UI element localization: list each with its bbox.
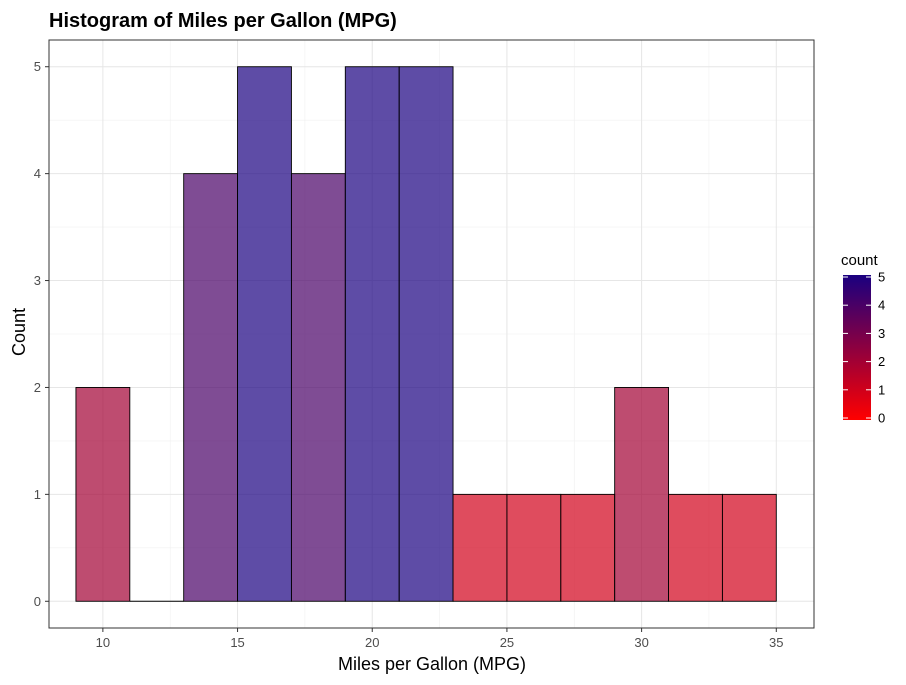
y-tick-label: 2 [34,380,41,395]
x-axis-title: Miles per Gallon (MPG) [338,654,526,674]
bar-bin-5 [290,173,346,602]
legend-colorbar [843,275,871,420]
legend-tick-label: 3 [878,326,885,341]
y-tick-label: 3 [34,273,41,288]
y-tick-label: 1 [34,487,41,502]
legend-tick-label: 0 [878,411,885,426]
plot-border [48,39,815,629]
x-tick-label: 25 [500,635,514,650]
x-tick-label: 30 [634,635,648,650]
legend-tick-label: 2 [878,354,885,369]
bar-bin-7 [398,66,454,602]
bar-bin-3 [183,173,239,602]
bars [75,66,777,602]
bar-bin-13 [721,493,777,602]
bar-bin-9 [506,493,562,602]
legend-tick-label: 1 [878,382,885,397]
bar-bin-11 [614,387,669,602]
y-axis: 0 1 2 3 4 5 [34,59,49,609]
legend-tick-label: 4 [878,298,885,313]
x-axis: 10 15 20 25 30 35 [96,628,784,650]
legend: count 0 1 2 3 4 5 [841,252,885,426]
bar-bin-10 [560,493,616,602]
y-tick-label: 0 [34,594,41,609]
y-tick-label: 4 [34,166,41,181]
bar-bin-6 [344,66,400,602]
x-tick-label: 35 [769,635,783,650]
y-axis-title: Count [9,308,29,356]
chart-title: Histogram of Miles per Gallon (MPG) [49,10,397,32]
x-tick-label: 20 [365,635,379,650]
legend-title: count [841,252,879,269]
bar-bin-4 [237,66,292,602]
x-tick-label: 15 [230,635,244,650]
y-tick-label: 5 [34,59,41,74]
bar-bin-1 [75,387,131,602]
legend-tick-label: 5 [878,270,885,285]
bar-bin-8 [452,493,508,602]
x-tick-label: 10 [96,635,110,650]
bar-bin-12 [668,493,723,602]
legend-ticks: 0 1 2 3 4 5 [843,270,885,426]
